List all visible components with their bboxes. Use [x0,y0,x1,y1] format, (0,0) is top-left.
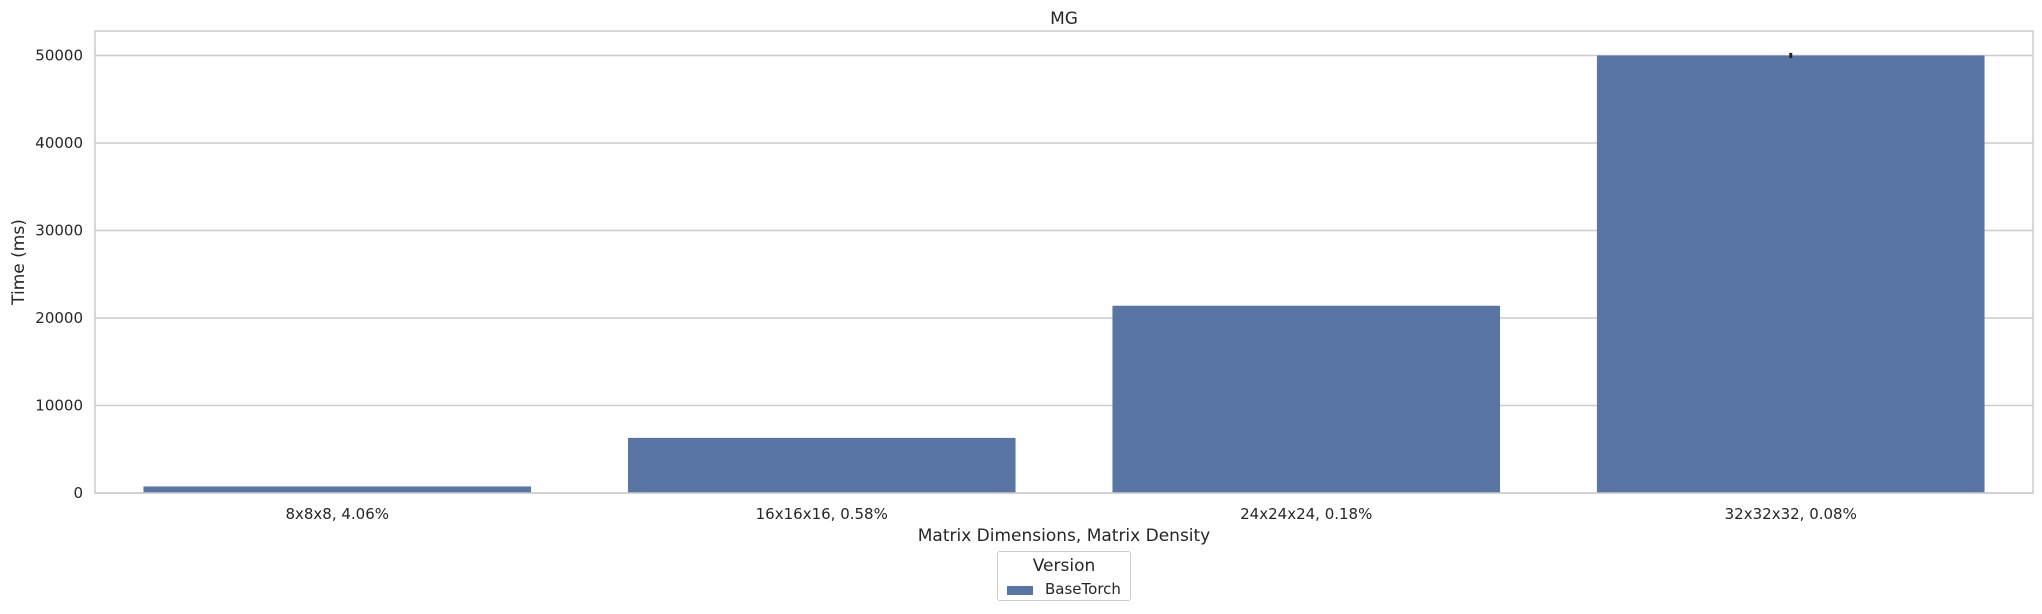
x-tick-label: 24x24x24, 0.18% [1240,505,1372,523]
y-axis-label: Time (ms) [9,219,29,306]
legend-swatch-basetorch [1007,586,1033,595]
y-tick-label: 20000 [35,309,83,327]
legend-label-basetorch: BaseTorch [1045,580,1121,598]
bars [143,52,1985,493]
y-tick-label: 10000 [35,397,83,415]
chart-title: MG [1050,9,1078,29]
bar-2 [1112,305,1501,493]
y-tick-label: 0 [73,484,83,502]
x-axis-label: Matrix Dimensions, Matrix Density [918,526,1211,546]
y-tick-label: 50000 [35,47,83,65]
x-tick-label: 16x16x16, 0.58% [756,505,888,523]
bar-3 [1596,55,1985,493]
y-tick-label: 40000 [35,134,83,152]
plot-frame [94,30,2034,494]
bar-1 [627,437,1016,493]
bar-0 [143,486,532,493]
y-tick-label: 30000 [35,222,83,240]
x-tick-label: 32x32x32, 0.08% [1725,505,1857,523]
legend-title: Version [1032,556,1096,576]
x-tick-label: 8x8x8, 4.06% [285,505,389,523]
y-axis-ticks: 0 10000 20000 30000 40000 50000 [35,47,83,503]
legend: Version BaseTorch [997,551,1131,601]
x-axis-ticks: 8x8x8, 4.06% 16x16x16, 0.58% 24x24x24, 0.1… [285,505,1856,523]
